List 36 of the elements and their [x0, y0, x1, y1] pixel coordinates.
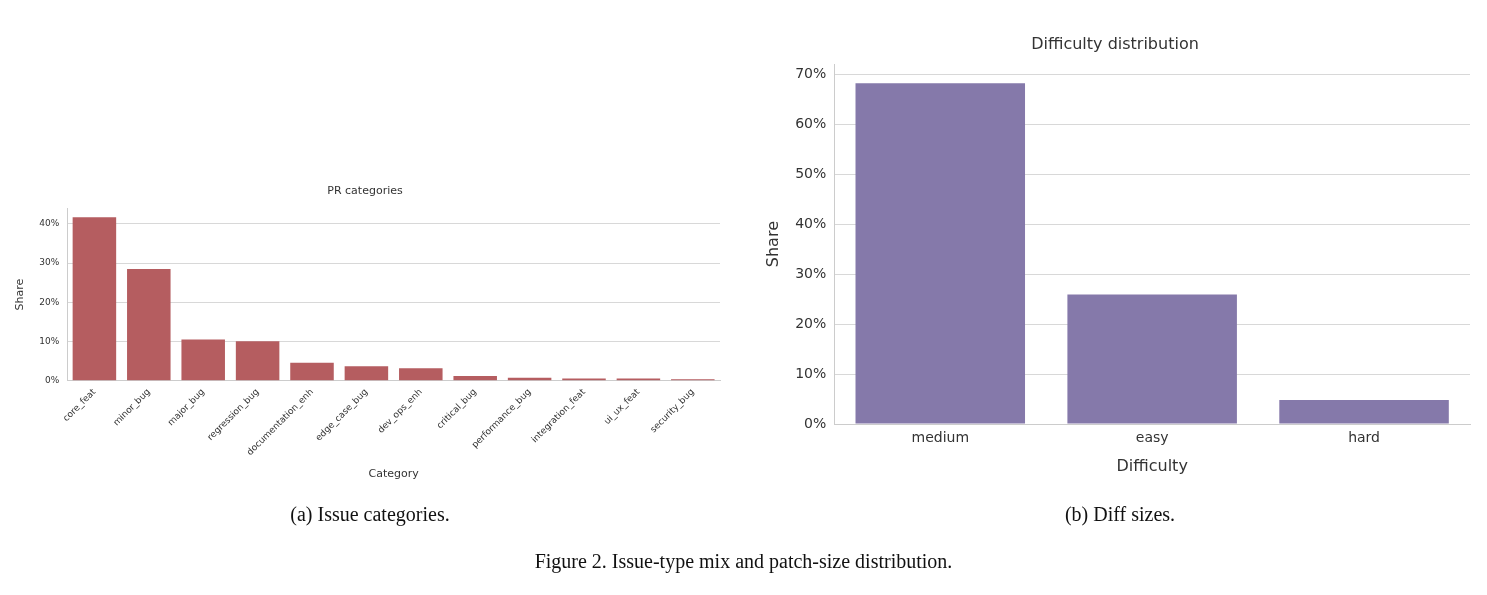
x-tick-label: easy [1135, 429, 1169, 446]
y-tick-label: 10% [39, 335, 60, 346]
bar [344, 366, 389, 381]
bar [453, 376, 497, 381]
chart-title: Difficulty distribution [1031, 33, 1199, 53]
bar [235, 341, 280, 381]
bar [399, 368, 443, 381]
y-tick-label: 20% [795, 314, 827, 331]
y-tick-label: 10% [795, 364, 827, 381]
bar [181, 339, 225, 381]
bar [72, 217, 117, 381]
y-tick-label: 0% [44, 375, 60, 386]
caption: Figure 2. Issue-type mix and patch-size distribution. [533, 550, 954, 573]
y-tick-label: 40% [795, 214, 827, 231]
bar [290, 362, 334, 381]
y-tick-label: 50% [795, 164, 827, 181]
x-tick-label: hard [1348, 429, 1380, 446]
y-tick-label: 60% [795, 114, 827, 131]
x-axis-title: Difficulty [1116, 455, 1188, 475]
text: (a) Issue categories. [289, 503, 451, 526]
y-tick-label: 30% [39, 257, 60, 268]
y-axis-title: Share [13, 278, 27, 311]
bar [1067, 294, 1237, 424]
x-tick-label: medium [911, 429, 970, 446]
chart-title: PR categories [327, 184, 403, 198]
bar [1279, 400, 1449, 424]
y-axis-title: Share [762, 221, 782, 268]
text: (b) Diff sizes. [1063, 503, 1177, 526]
y-tick-label: 40% [39, 218, 60, 229]
y-tick-label: 30% [795, 264, 827, 281]
bar [855, 83, 1026, 424]
x-axis-title: Category [368, 467, 420, 481]
y-tick-label: 70% [795, 64, 827, 81]
y-tick-label: 0% [804, 414, 827, 431]
y-tick-label: 20% [39, 296, 60, 307]
bar [127, 269, 171, 381]
